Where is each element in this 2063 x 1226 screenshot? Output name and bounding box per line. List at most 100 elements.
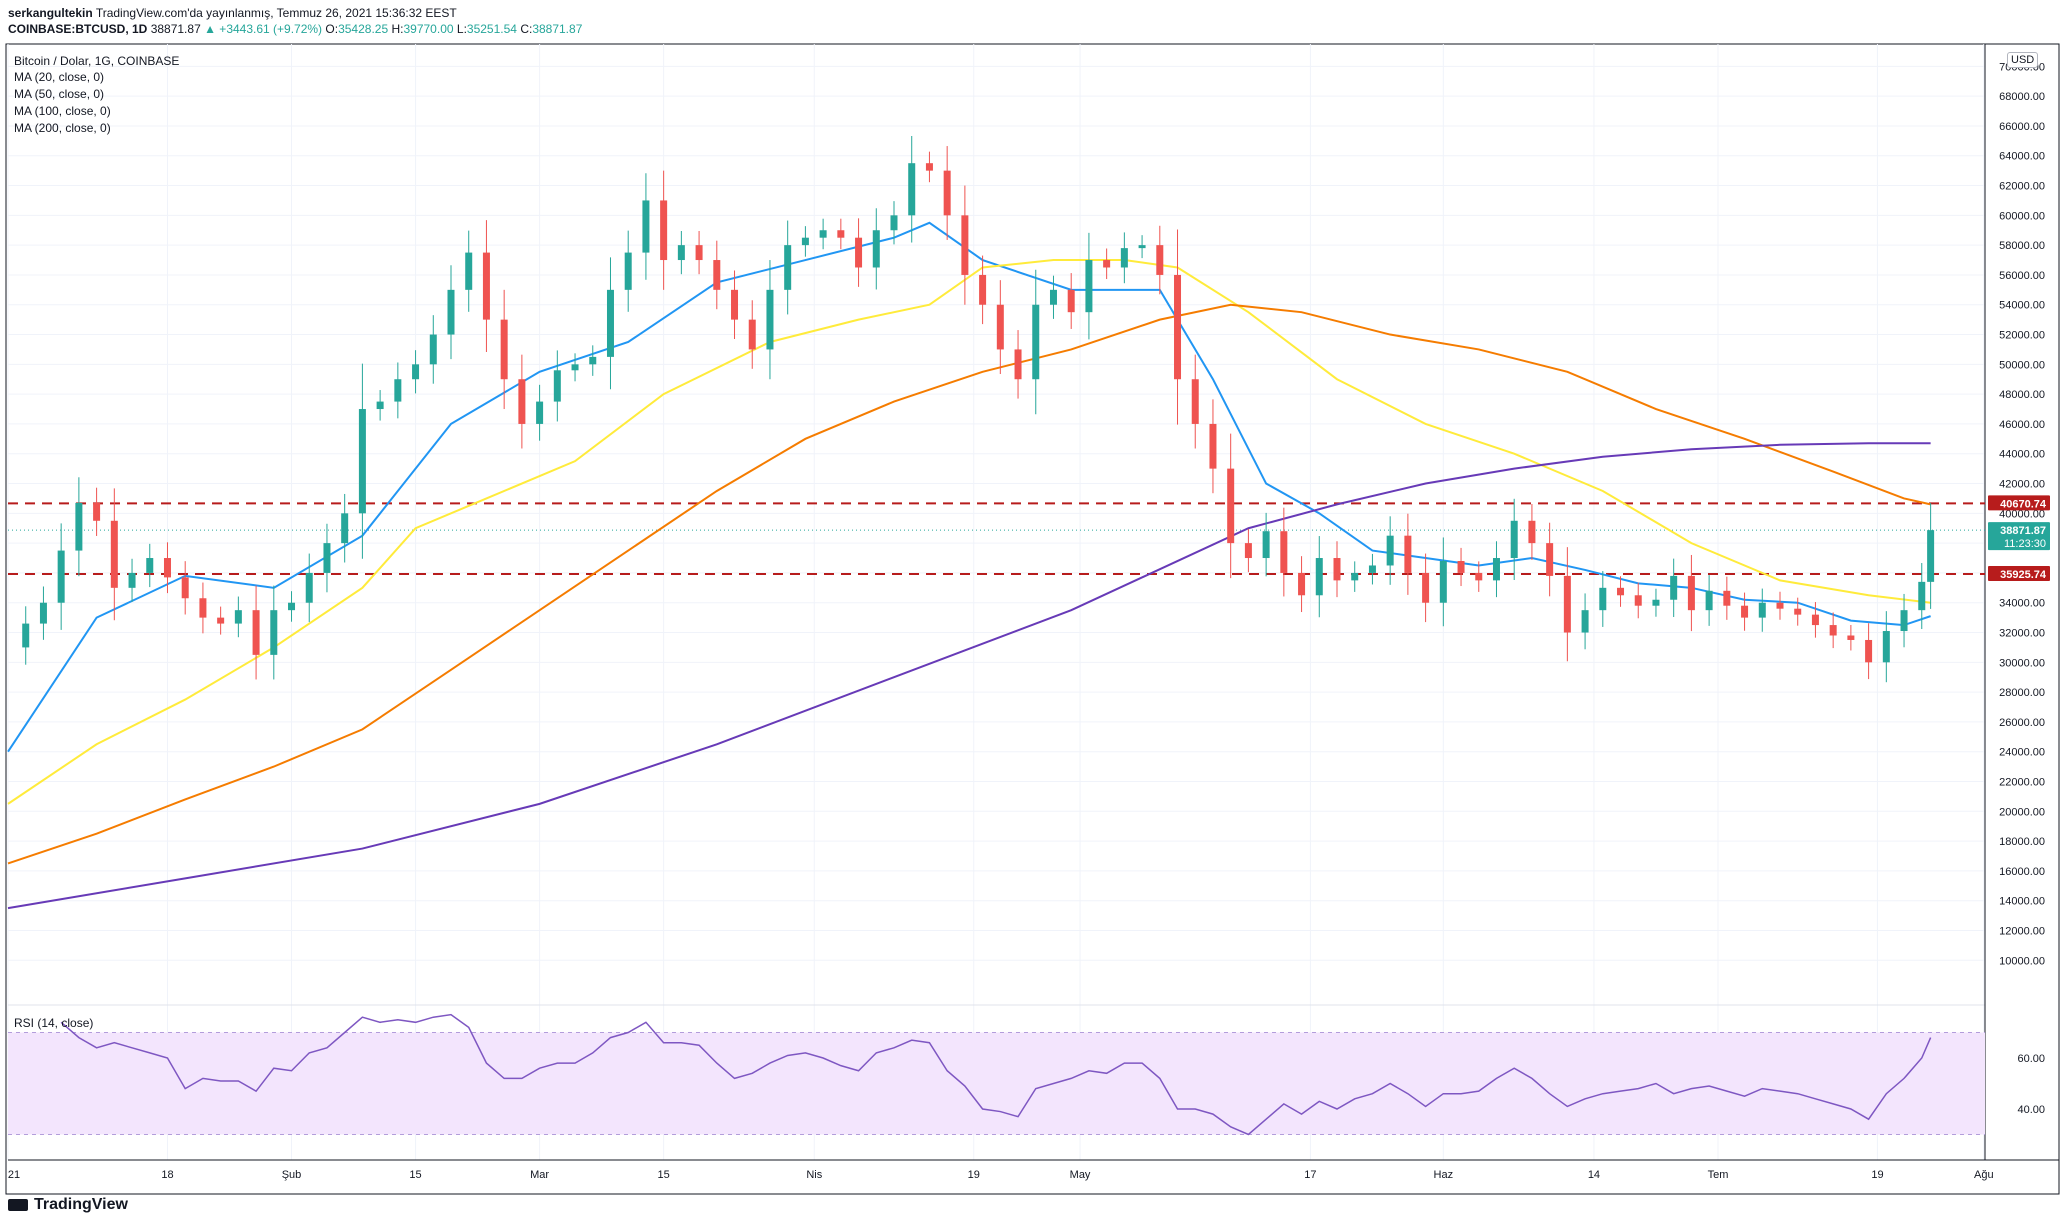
price-tick-label: 16000.00: [1999, 866, 2045, 878]
price-candle: [855, 237, 863, 268]
price-tick-label: 18000.00: [1999, 836, 2045, 848]
price-candle: [1120, 248, 1128, 268]
last-price-tag-countdown: 11:23:30: [2004, 538, 2046, 550]
low-value: 35251.54: [466, 22, 517, 36]
legend-rsi[interactable]: RSI (14, close): [14, 1016, 94, 1030]
currency-badge[interactable]: USD: [2007, 52, 2039, 68]
price-candle: [1705, 590, 1713, 611]
price-candle: [394, 379, 402, 402]
time-tick-label: May: [1070, 1169, 1091, 1181]
time-tick-label: 17: [1304, 1169, 1316, 1181]
price-candle: [429, 334, 437, 365]
price-candle: [1758, 602, 1766, 618]
price-candle: [199, 598, 207, 618]
price-candle: [1014, 349, 1022, 380]
rsi-line: [60, 1013, 1932, 1136]
price-candle: [996, 304, 1004, 350]
price-candle: [234, 610, 242, 624]
price-tick-label: 50000.00: [1999, 359, 2045, 371]
price-candle: [1386, 535, 1394, 566]
price-tick-label: 60000.00: [1999, 210, 2045, 222]
price-candle: [1333, 558, 1341, 581]
price-candle: [1085, 260, 1093, 313]
price-candle: [1581, 610, 1589, 633]
high-value: 39770.00: [403, 22, 454, 36]
rsi-tick-label: 40.00: [2017, 1104, 2045, 1116]
price-candle: [1617, 587, 1625, 596]
price-candle: [1244, 543, 1252, 559]
price-tick-label: 56000.00: [1999, 270, 2045, 282]
price-tick-label: 24000.00: [1999, 747, 2045, 759]
price-candle: [110, 520, 118, 588]
close-value: 38871.87: [532, 22, 583, 36]
price-candle: [93, 502, 101, 521]
price-axis[interactable]: 10000.00 12000.00 14000.00 16000.00 18000.00…: [1999, 61, 2045, 1116]
price-candle: [1475, 572, 1483, 581]
ma-line-1: [7, 221, 1931, 753]
price-candle: [784, 245, 792, 290]
author-name: serkangultekin: [8, 6, 93, 20]
price-candle: [713, 260, 721, 290]
price-tick-label: 20000.00: [1999, 806, 2045, 818]
price-candle: [1422, 572, 1430, 603]
price-tick-label: 32000.00: [1999, 628, 2045, 640]
price-tick-label: 30000.00: [1999, 657, 2045, 669]
legend-ma100[interactable]: MA (100, close, 0): [14, 104, 111, 118]
price-tick-label: 26000.00: [1999, 717, 2045, 729]
legend-ma50[interactable]: MA (50, close, 0): [14, 87, 105, 101]
level-low-tag-bg: [1988, 566, 2050, 582]
symbol-label: COINBASE:BTCUSD, 1D: [8, 22, 148, 36]
price-candle: [57, 550, 65, 603]
price-candle: [39, 602, 47, 624]
time-axis[interactable]: 2118Şub15Mar15Nis19May17Haz14Tem19Ağu16E…: [8, 1169, 2063, 1181]
price-candle: [1315, 558, 1323, 596]
price-candle: [571, 364, 579, 371]
price-candle: [925, 163, 933, 171]
price-candle: [75, 502, 83, 551]
tradingview-logo[interactable]: TradingView: [8, 1196, 128, 1214]
legend-ma200[interactable]: MA (200, close, 0): [14, 121, 111, 135]
price-candle: [1652, 599, 1660, 606]
price-candle: [1563, 575, 1571, 633]
price-levels: [8, 502, 1985, 1135]
legend-ma20[interactable]: MA (20, close, 0): [14, 70, 105, 84]
price-candle: [163, 558, 171, 578]
time-tick-label: 19: [968, 1169, 980, 1181]
price-candle: [1811, 614, 1819, 626]
time-tick-label: 21: [8, 1169, 20, 1181]
price-tick-label: 66000.00: [1999, 121, 2045, 133]
price-candle: [128, 572, 136, 588]
change-text: ▲ +3443.61 (+9.72%): [204, 22, 323, 36]
price-candle: [979, 274, 987, 305]
price-tick-label: 58000.00: [1999, 240, 2045, 252]
price-candle: [1262, 531, 1270, 559]
price-candle: [1829, 625, 1837, 636]
price-series: [22, 136, 1935, 683]
time-tick-label: Ağu: [1974, 1169, 1994, 1181]
time-tick-label: Mar: [530, 1169, 549, 1181]
price-tick-label: 64000.00: [1999, 151, 2045, 163]
price-candle: [500, 319, 508, 380]
last-price-tag-bg: [1988, 522, 2050, 551]
ma-line-4: [7, 442, 1931, 910]
price-candle: [323, 543, 331, 573]
legend-title: Bitcoin / Dolar, 1G, COINBASE: [14, 54, 180, 68]
price-candle: [1156, 245, 1164, 275]
price-candle: [731, 289, 739, 320]
price-candle: [288, 602, 296, 611]
low-label: L:: [456, 22, 467, 36]
price-candle: [1404, 535, 1412, 573]
price-candle: [1670, 575, 1678, 600]
price-tick-label: 62000.00: [1999, 181, 2045, 193]
price-candle: [376, 401, 384, 410]
price-tick-label: 68000.00: [1999, 91, 2045, 103]
price-tick-label: 14000.00: [1999, 896, 2045, 908]
level-high-tag-bg: [1988, 495, 2050, 511]
price-candle: [1032, 304, 1040, 380]
price-candle: [1227, 468, 1235, 544]
price-candle: [1439, 561, 1447, 603]
price-candle: [1103, 260, 1111, 268]
price-candle: [748, 319, 756, 350]
